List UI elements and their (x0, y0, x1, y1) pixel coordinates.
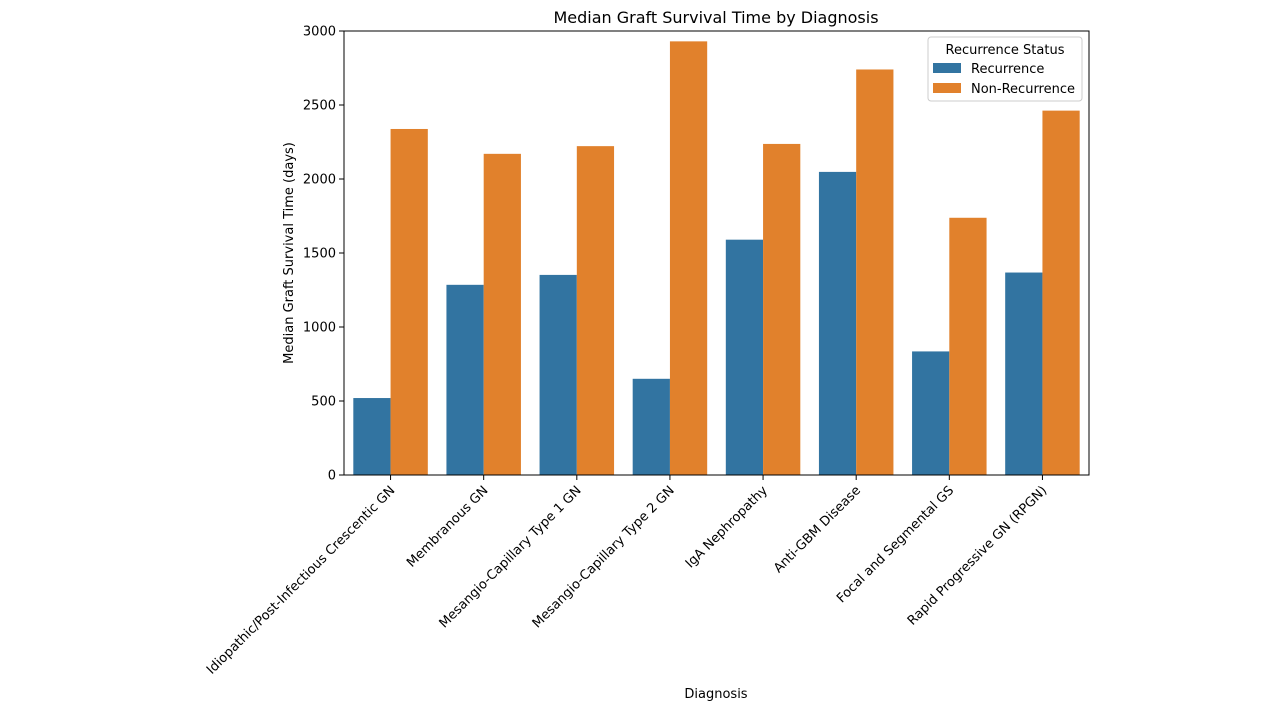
x-axis-title: Diagnosis (684, 687, 747, 702)
y-tick-label: 500 (311, 395, 336, 410)
legend-label-recurrence: Recurrence (971, 62, 1044, 77)
bar-recurrence-idiopathic-post-infectious-crescentic-gn (353, 398, 391, 475)
bar-non-recurrence-membranous-gn (483, 153, 521, 475)
x-axis: Idiopathic/Post-Infectious Crescentic GN… (204, 475, 1050, 678)
y-tick-label: 2000 (303, 173, 336, 188)
bar-non-recurrence-rapid-progressive-gn-rpgn (1042, 110, 1080, 476)
y-tick-label: 3000 (303, 25, 336, 40)
y-tick-label: 1000 (303, 321, 336, 336)
bar-non-recurrence-iga-nephropathy (763, 143, 801, 475)
bar-recurrence-mesangio-capillary-type-1-gn (539, 274, 577, 475)
x-tick-label-anti-gbm-disease: Anti-GBM Disease (771, 483, 864, 576)
legend-swatch-recurrence (933, 63, 961, 73)
bar-recurrence-anti-gbm-disease (818, 171, 857, 475)
legend: Recurrence Status Recurrence Non-Recurre… (927, 36, 1083, 102)
bar-non-recurrence-idiopathic-post-infectious-crescentic-gn (390, 128, 428, 475)
bar-non-recurrence-mesangio-capillary-type-1-gn (576, 146, 615, 476)
y-axis: 0 500 1000 1500 2000 2500 3000 (303, 25, 344, 484)
y-axis-title: Median Graft Survival Time (days) (282, 142, 297, 364)
x-tick-label-idiopathic-post-infectious-crescentic-gn: Idiopathic/Post-Infectious Crescentic GN (204, 483, 398, 677)
legend-label-non-recurrence: Non-Recurrence (971, 82, 1075, 97)
bar-recurrence-membranous-gn (446, 284, 484, 475)
bars-layer (353, 41, 1080, 476)
y-tick-label: 1500 (303, 247, 336, 262)
bar-non-recurrence-anti-gbm-disease (856, 69, 894, 475)
x-tick-label-iga-nephropathy: IgA Nephropathy (683, 483, 771, 571)
y-tick-label: 2500 (303, 99, 336, 114)
y-tick-label: 0 (328, 469, 336, 484)
bar-recurrence-rapid-progressive-gn-rpgn (1005, 272, 1043, 475)
legend-box (927, 36, 1083, 102)
x-tick-label-membranous-gn: Membranous GN (404, 483, 491, 570)
bar-recurrence-mesangio-capillary-type-2-gn (632, 378, 670, 475)
legend-title: Recurrence Status (946, 43, 1065, 58)
chart-title: Median Graft Survival Time by Diagnosis (553, 8, 878, 27)
plot-area-frame (343, 30, 1090, 476)
bar-recurrence-iga-nephropathy (725, 239, 764, 475)
legend-swatch-non-recurrence (933, 83, 961, 93)
bar-non-recurrence-focal-and-segmental-gs (949, 217, 987, 475)
bar-non-recurrence-mesangio-capillary-type-2-gn (669, 41, 708, 476)
bar-recurrence-focal-and-segmental-gs (912, 351, 950, 475)
